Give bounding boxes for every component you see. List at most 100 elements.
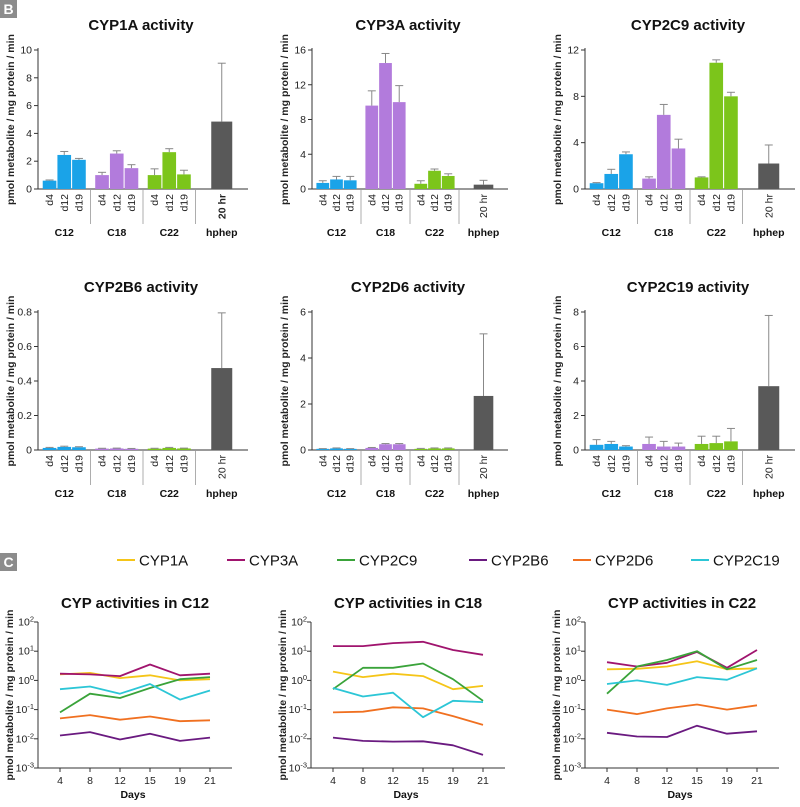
group-label: C22	[707, 227, 726, 239]
bar	[604, 173, 619, 189]
bar	[365, 105, 379, 189]
bar	[57, 446, 72, 450]
x-tick-label: d12	[380, 194, 392, 212]
group-label: C18	[107, 488, 126, 500]
bar	[619, 446, 633, 450]
x-tick-label: d4	[97, 194, 109, 206]
chart-title: CYP2B6 activity	[84, 279, 199, 296]
bar	[72, 159, 86, 189]
x-tick-label: d19	[673, 455, 685, 473]
x-tick-label: d12	[606, 455, 618, 473]
x-tick-label: d12	[429, 455, 441, 473]
series-line-cyp2c9	[606, 650, 758, 695]
bar-chart-4: CYP2B6 activity pmol metabolite / mg prot…	[5, 279, 248, 500]
legend-label: CYP2B6	[491, 553, 549, 570]
chart-title: CYP3A activity	[355, 17, 461, 34]
y-tick-label: 0.2	[17, 410, 32, 422]
group-label: hphep	[468, 488, 500, 500]
bar-chart-6: CYP2C19 activity pmol metabolite / mg pro…	[552, 279, 795, 500]
bar	[330, 448, 343, 450]
y-axis-label: pmol metabolite / mg protein / min	[552, 296, 564, 467]
x-tick-label: 12	[661, 775, 673, 787]
bar	[124, 448, 139, 450]
x-tick-label: d19	[178, 455, 190, 473]
x-tick-label: d19	[443, 455, 455, 473]
bar	[330, 179, 343, 189]
group-label: hphep	[206, 488, 238, 500]
x-tick-label: d19	[620, 455, 632, 473]
panel-label-c: C	[0, 553, 17, 571]
chart-title: CYP2C9 activity	[631, 17, 746, 34]
y-axis-label: pmol metabolite / mg protein / min	[4, 610, 16, 781]
y-axis-label: pmol metabolite / mg protein / min	[551, 610, 563, 781]
bar	[343, 448, 357, 450]
x-tick-label: d4	[415, 194, 427, 206]
x-tick-label: 20 hr	[763, 194, 775, 218]
x-tick-label: d4	[696, 194, 708, 206]
y-tick-label: 6	[573, 341, 579, 353]
y-axis-label: pmol metabolite / mg protein / min	[279, 34, 291, 205]
x-tick-label: 15	[691, 775, 703, 787]
bar	[162, 152, 177, 189]
series-line-cyp2c19	[59, 683, 211, 701]
group-label: C22	[707, 488, 726, 500]
x-tick-label: d4	[44, 194, 56, 206]
bar	[724, 96, 738, 189]
bar	[441, 175, 455, 189]
x-tick-label: d12	[429, 194, 441, 212]
group-label: C18	[107, 227, 126, 239]
x-tick-label: d4	[644, 194, 656, 206]
group-label: C12	[602, 227, 621, 239]
x-tick-label: 12	[387, 775, 399, 787]
y-tick-label: 8	[300, 114, 306, 126]
x-tick-label: d19	[394, 455, 406, 473]
y-tick-label: 101	[291, 644, 307, 658]
line-chart-2: CYP activities in C18 pmol metabolite / m…	[277, 595, 505, 801]
series-line-cyp2c9	[332, 662, 484, 702]
bar	[758, 163, 780, 189]
series-line-cyp2d6	[332, 706, 484, 726]
bar	[642, 178, 656, 189]
group-label: C22	[160, 488, 179, 500]
x-tick-label: 8	[634, 775, 640, 787]
y-tick-label: 0.4	[17, 376, 32, 388]
y-tick-label: 0	[573, 184, 579, 196]
series-line-cyp2c19	[332, 687, 484, 719]
group-label: C22	[425, 227, 444, 239]
bar	[671, 148, 686, 189]
x-tick-label: d19	[673, 194, 685, 212]
y-tick-label: 10-3	[16, 761, 34, 775]
x-tick-label: d4	[591, 194, 603, 206]
legend-label: CYP2C9	[359, 553, 417, 570]
x-tick-label: d4	[97, 455, 109, 467]
bar	[379, 63, 392, 189]
bar-chart-3: CYP2C9 activity pmol metabolite / mg prot…	[552, 17, 795, 239]
series-line-cyp3a	[59, 663, 211, 677]
y-tick-label: 4	[573, 376, 579, 388]
bar	[589, 183, 604, 189]
x-tick-label: d12	[331, 455, 343, 473]
x-tick-label: d4	[366, 455, 378, 467]
x-tick-label: d19	[725, 194, 737, 212]
bar	[109, 448, 124, 450]
bar	[365, 447, 379, 450]
bar	[343, 180, 357, 189]
y-tick-label: 12	[567, 45, 579, 57]
x-tick-label: d19	[620, 194, 632, 212]
x-tick-label: d12	[658, 194, 670, 212]
bar	[177, 448, 191, 450]
series-line-cyp2d6	[606, 703, 758, 715]
x-axis-label: Days	[667, 789, 692, 801]
x-axis-label: Days	[393, 789, 418, 801]
bar	[57, 154, 72, 189]
x-tick-label: d4	[415, 455, 427, 467]
x-tick-label: 15	[417, 775, 429, 787]
x-tick-label: d12	[111, 455, 123, 473]
legend-label: CYP1A	[139, 553, 188, 570]
series-line-cyp2b6	[606, 724, 758, 738]
x-tick-label: d4	[644, 455, 656, 467]
bar	[42, 447, 57, 450]
x-tick-label: 8	[87, 775, 93, 787]
y-tick-label: 12	[294, 79, 306, 91]
